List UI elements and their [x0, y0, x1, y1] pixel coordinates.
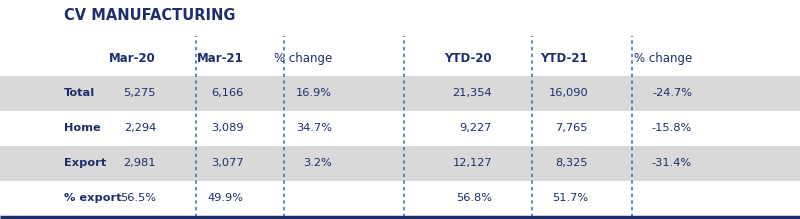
Text: Export: Export: [64, 158, 106, 168]
Text: 8,325: 8,325: [555, 158, 588, 168]
Text: 12,127: 12,127: [452, 158, 492, 168]
Text: -24.7%: -24.7%: [652, 88, 692, 98]
Text: % change: % change: [634, 51, 692, 65]
Bar: [0, 76, 800, 111]
Text: 21,354: 21,354: [452, 88, 492, 98]
Bar: [0, 181, 800, 216]
Bar: [0, 146, 800, 181]
Text: 2,294: 2,294: [124, 123, 156, 133]
Text: 51.7%: 51.7%: [552, 193, 588, 203]
Text: 7,765: 7,765: [555, 123, 588, 133]
Text: 3,077: 3,077: [211, 158, 244, 168]
Text: 56.5%: 56.5%: [120, 193, 156, 203]
Text: 56.8%: 56.8%: [456, 193, 492, 203]
Text: 34.7%: 34.7%: [296, 123, 332, 133]
Bar: [0, 111, 800, 146]
Text: 6,166: 6,166: [212, 88, 244, 98]
Text: 5,275: 5,275: [123, 88, 156, 98]
Text: 49.9%: 49.9%: [208, 193, 244, 203]
Text: -31.4%: -31.4%: [652, 158, 692, 168]
Text: 16.9%: 16.9%: [296, 88, 332, 98]
Text: Mar-20: Mar-20: [110, 51, 156, 65]
Text: -15.8%: -15.8%: [652, 123, 692, 133]
Text: 16,090: 16,090: [548, 88, 588, 98]
Text: % change: % change: [274, 51, 332, 65]
Text: Total: Total: [64, 88, 95, 98]
Text: YTD-20: YTD-20: [444, 51, 492, 65]
Text: Mar-21: Mar-21: [198, 51, 244, 65]
Text: CV MANUFACTURING: CV MANUFACTURING: [64, 8, 235, 23]
Text: 3.2%: 3.2%: [303, 158, 332, 168]
Text: Home: Home: [64, 123, 101, 133]
Text: 2,981: 2,981: [123, 158, 156, 168]
Text: YTD-21: YTD-21: [540, 51, 588, 65]
Text: 9,227: 9,227: [460, 123, 492, 133]
Text: % export: % export: [64, 193, 122, 203]
Text: 3,089: 3,089: [211, 123, 244, 133]
